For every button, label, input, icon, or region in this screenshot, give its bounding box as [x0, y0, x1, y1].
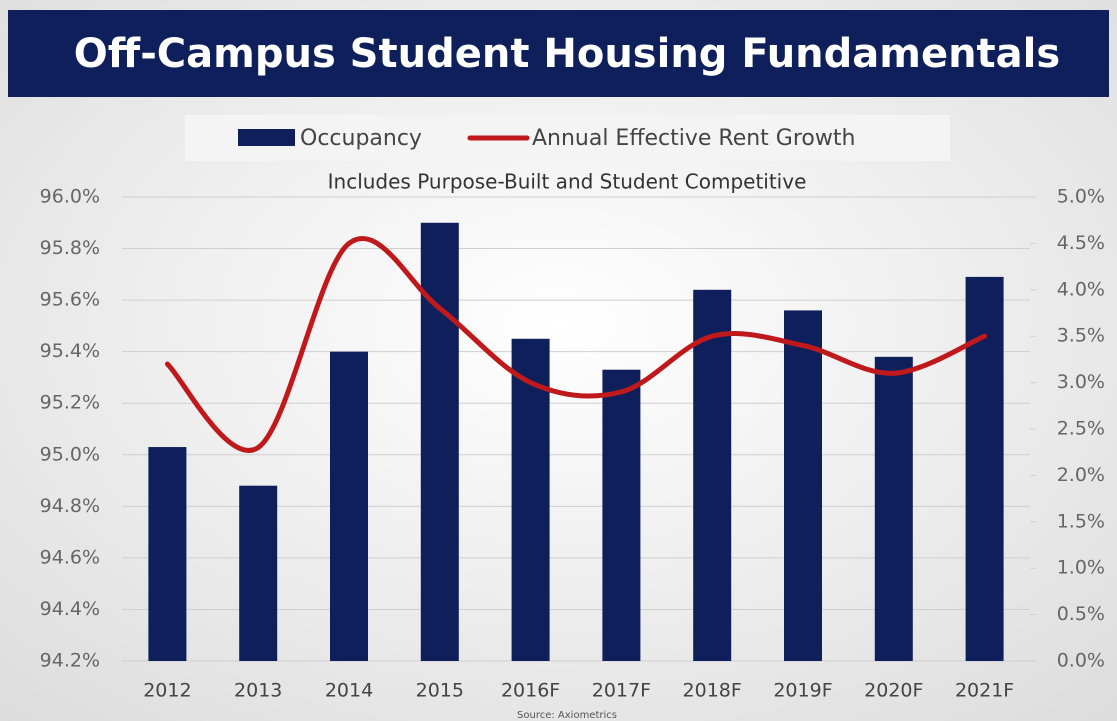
y2-tick-label: 5.0%: [1057, 186, 1105, 208]
y-tick-label: 95.0%: [40, 443, 100, 465]
y2-tick-label: 0.0%: [1057, 650, 1105, 672]
legend-swatch: [238, 129, 295, 146]
x-tick-label: 2015: [416, 680, 464, 702]
x-tick-label: 2014: [325, 680, 373, 702]
legend-label: Annual Effective Rent Growth: [532, 126, 855, 151]
y2-tick-label: 2.5%: [1057, 418, 1105, 440]
y2-tick-label: 3.0%: [1057, 371, 1105, 393]
y-tick-label: 95.2%: [40, 392, 100, 414]
y-tick-label: 95.4%: [40, 340, 100, 362]
x-tick-label: 2016F: [501, 680, 560, 702]
y-tick-label: 94.6%: [40, 546, 100, 568]
chart-title: Off-Campus Student Housing Fundamentals: [74, 31, 1060, 77]
y2-tick-label: 4.5%: [1057, 232, 1105, 254]
x-tick-label: 2012: [143, 680, 191, 702]
y2-tick-label: 1.0%: [1057, 557, 1105, 579]
bar: [874, 356, 913, 661]
y2-tick-label: 0.5%: [1057, 603, 1105, 625]
y2-tick-label: 3.5%: [1057, 325, 1105, 347]
bar: [330, 351, 368, 661]
source: Source: Axiometrics: [517, 710, 617, 721]
chart-subtitle: Includes Purpose-Built and Student Compe…: [328, 170, 807, 194]
bar: [784, 310, 822, 661]
x-tick-label: 2019F: [773, 680, 832, 702]
x-tick-label: 2017F: [592, 680, 651, 702]
y2-tick-label: 2.0%: [1057, 464, 1105, 486]
x-tick-label: 2021F: [955, 680, 1014, 702]
y2-tick-label: 1.5%: [1057, 510, 1105, 532]
y2-tick-label: 4.0%: [1057, 278, 1105, 300]
bar: [148, 447, 187, 661]
y-tick-label: 94.8%: [40, 495, 100, 517]
bar: [693, 289, 732, 661]
x-tick-label: 2020F: [864, 680, 923, 702]
y-tick-label: 94.2%: [40, 650, 100, 672]
line: [164, 236, 988, 453]
y-tick-label: 94.4%: [40, 598, 100, 620]
bar: [420, 222, 459, 661]
bar: [602, 369, 641, 661]
x-tick-label: 2018F: [683, 680, 742, 702]
bar: [511, 338, 550, 661]
legend-box: [185, 115, 950, 161]
bar: [239, 485, 278, 661]
y-tick-label: 95.6%: [40, 289, 100, 311]
x-tick-label: 2013: [234, 680, 282, 702]
legend-label: Occupancy: [300, 126, 422, 151]
title-banner: [8, 10, 1109, 97]
y-tick-label: 95.8%: [40, 237, 100, 259]
y-tick-label: 96.0%: [40, 186, 100, 208]
